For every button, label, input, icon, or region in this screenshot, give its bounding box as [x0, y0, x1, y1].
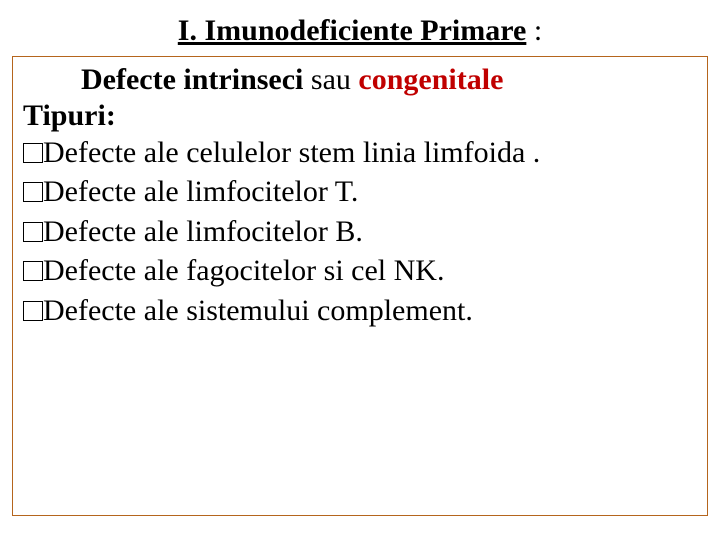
types-label: Tipuri:: [23, 99, 697, 133]
slide-title: I. Imunodeficiente Primare :: [12, 14, 708, 48]
square-bullet-icon: [23, 222, 43, 242]
slide-container: I. Imunodeficiente Primare : Defecte int…: [0, 0, 720, 540]
title-colon: :: [526, 14, 542, 47]
bullet-text: Defecte ale sistemului complement.: [43, 294, 473, 327]
bullet-text: Defecte ale fagocitelor si cel NK.: [43, 254, 444, 287]
list-item: Defecte ale celulelor stem linia limfoid…: [23, 134, 697, 172]
subtitle-red: congenitale: [358, 63, 503, 96]
subtitle: Defecte intrinseci sau congenitale: [23, 63, 697, 97]
subtitle-bold: Defecte intrinseci: [81, 63, 303, 96]
square-bullet-icon: [23, 143, 43, 163]
bullet-text: Defecte ale limfocitelor B.: [43, 215, 363, 248]
list-item: Defecte ale limfocitelor B.: [23, 213, 697, 251]
list-item: Defecte ale sistemului complement.: [23, 292, 697, 330]
square-bullet-icon: [23, 301, 43, 321]
bullet-text: Defecte ale celulelor stem linia limfoid…: [43, 136, 540, 169]
list-item: Defecte ale limfocitelor T.: [23, 173, 697, 211]
content-box: Defecte intrinseci sau congenitale Tipur…: [12, 56, 708, 516]
square-bullet-icon: [23, 182, 43, 202]
subtitle-plain: sau: [303, 63, 358, 96]
title-text: I. Imunodeficiente Primare: [178, 14, 527, 47]
list-item: Defecte ale fagocitelor si cel NK.: [23, 252, 697, 290]
bullet-text: Defecte ale limfocitelor T.: [43, 175, 358, 208]
square-bullet-icon: [23, 261, 43, 281]
